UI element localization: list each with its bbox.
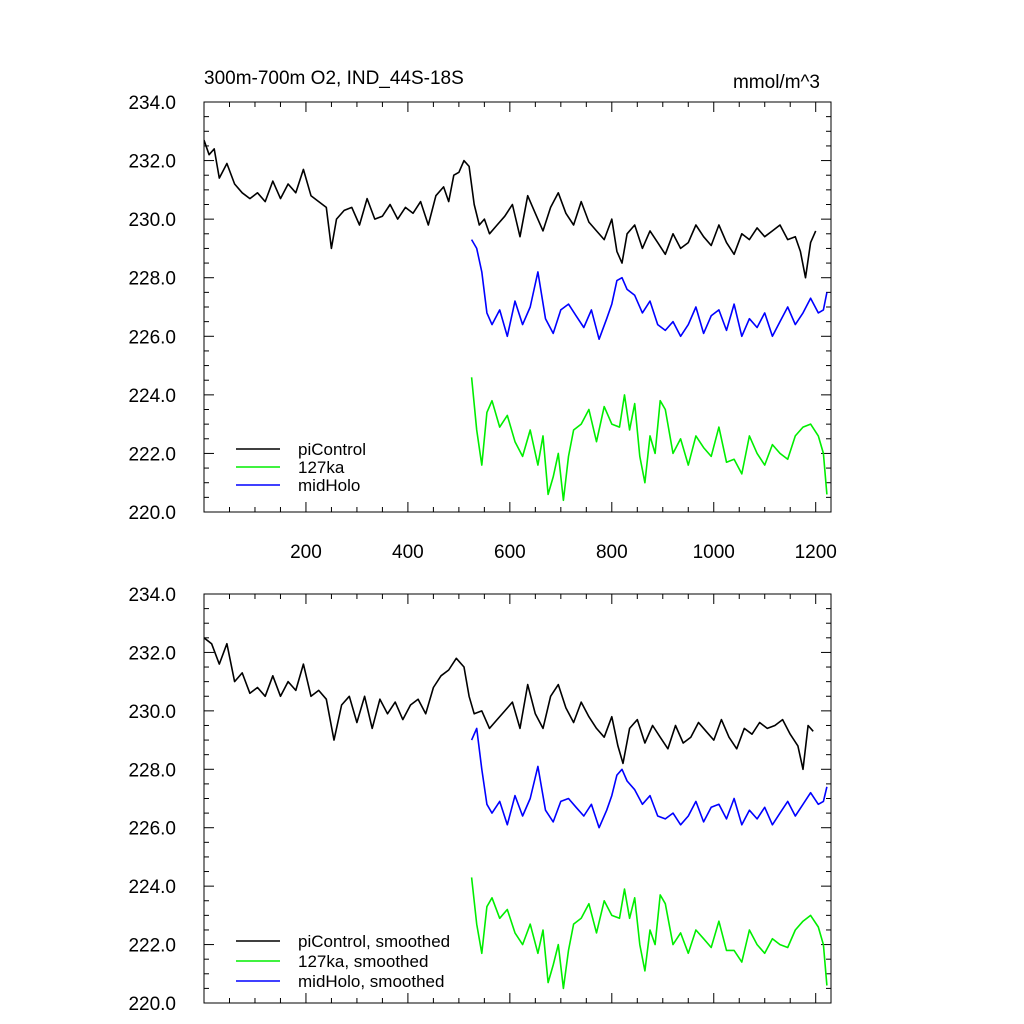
x-tick-label: 400 <box>392 542 424 563</box>
y-tick-label: 222.0 <box>128 936 176 957</box>
series-line-1 <box>470 377 828 502</box>
x-tick-label: 1000 <box>693 542 735 563</box>
x-tick-label: 200 <box>290 542 322 563</box>
figure-units: mmol/m^3 <box>733 72 820 93</box>
y-tick-label: 224.0 <box>128 877 176 898</box>
bottom-panel: 220.0 222.0 224.0 226.0 228.0 230.0 232.0 234.0… <box>128 585 832 1015</box>
y-tick-label: 228.0 <box>128 269 176 290</box>
legend-label-2: midHolo <box>298 476 360 495</box>
x-tick-label: 800 <box>596 542 628 563</box>
figure-title: 300m-700m O2, IND_44S-18S <box>204 68 464 89</box>
y-tick-label: 230.0 <box>128 210 176 231</box>
series-line-0 <box>204 637 814 771</box>
y-tick-label: 220.0 <box>128 994 176 1015</box>
series-group <box>204 637 828 990</box>
y-tick-label: 220.0 <box>128 503 176 524</box>
y-tick-label: 226.0 <box>128 819 176 840</box>
y-tick-label: 234.0 <box>128 585 176 606</box>
series-line-2 <box>470 727 828 829</box>
legend-label-1: 127ka <box>298 458 345 477</box>
y-tick-label: 232.0 <box>128 643 176 664</box>
y-tick-label: 232.0 <box>128 152 176 173</box>
series-group <box>204 139 828 502</box>
legend-label-2: midHolo, smoothed <box>298 972 444 991</box>
x-tick-label: 600 <box>494 542 526 563</box>
x-tick-label: 1200 <box>795 542 837 563</box>
series-line-1 <box>470 877 828 990</box>
series-line-2 <box>470 239 828 340</box>
y-tick-label: 222.0 <box>128 444 176 465</box>
legend-label-1: 127ka, smoothed <box>298 952 428 971</box>
legend-label-0: piControl <box>298 440 366 459</box>
y-tick-label: 234.0 <box>128 93 176 114</box>
y-tick-label: 226.0 <box>128 327 176 348</box>
y-tick-label: 228.0 <box>128 760 176 781</box>
legend-label-0: piControl, smoothed <box>298 932 450 951</box>
series-line-0 <box>204 139 817 279</box>
top-panel: 220.0 222.0 224.0 226.0 228.0 230.0 232.0 234.0… <box>128 93 836 563</box>
y-tick-label: 224.0 <box>128 386 176 407</box>
y-tick-label: 230.0 <box>128 702 176 723</box>
